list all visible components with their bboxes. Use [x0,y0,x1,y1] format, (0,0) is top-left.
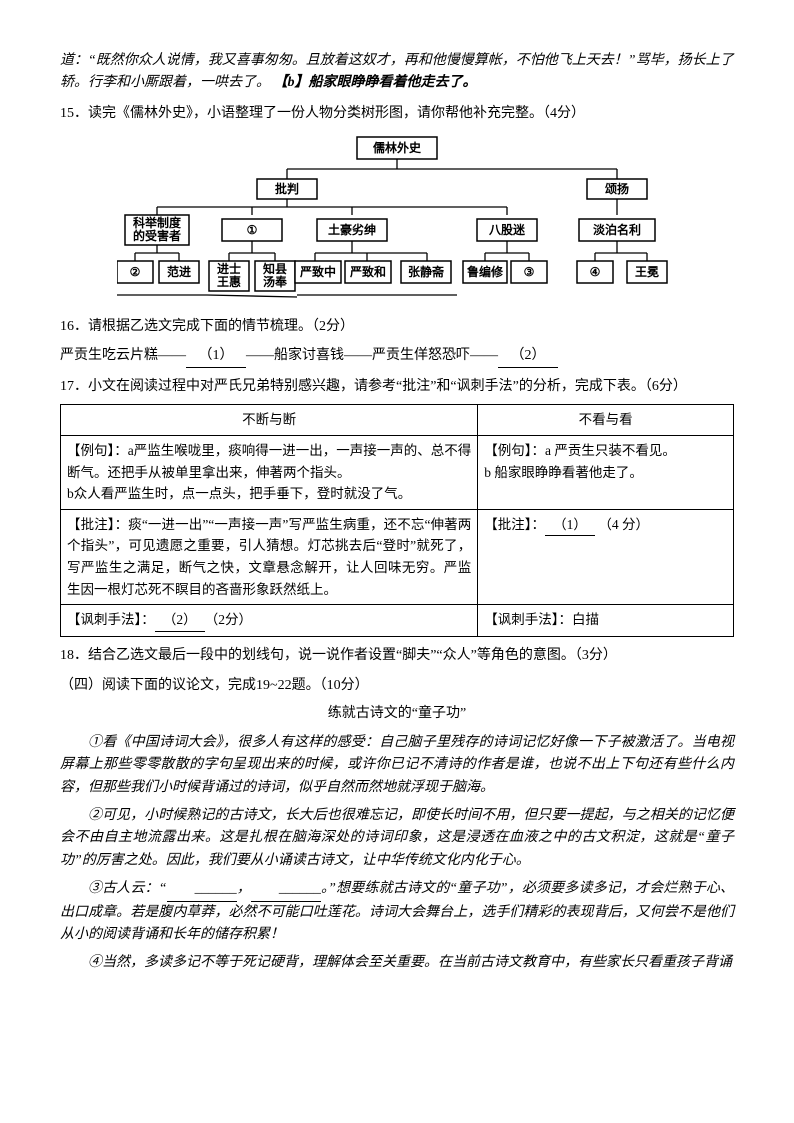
svg-text:②: ② [130,265,141,279]
svg-text:知县: 知县 [262,261,287,276]
q16-flow: 严贡生吃云片糕——（1）——船家讨喜钱——严贡生佯怒恐吓——（2） [60,345,734,368]
p3-mid: ， [237,881,251,896]
essay-p4: ④当然，多读多记不等于死记硬背，理解体会至关重要。在当前古诗文教育中，有些家长只… [60,952,734,974]
r3c1: 【讽刺手法】：（2）（2分） [61,605,478,637]
flow1: 严贡生吃云片糕—— [60,348,186,363]
r2c1: 【批注】：痰“一进一出”“一声接一声”写严监生病重，还不忘“伸著两个指头”，可见… [61,509,478,604]
r3c1-pre: 【讽刺手法】： [67,612,155,627]
r3c1-post: （2分） [205,612,252,627]
p3-pre: ③古人云：“ [88,881,167,896]
tree-diagram: 儒林外史 批判 颂扬 科举制度 的受害者 ① 土豪劣绅 八股迷 淡泊名利 [60,133,734,308]
r3c2: 【讽刺手法】：白描 [478,605,734,637]
q16-blank1[interactable]: （1） [186,345,246,368]
th-left: 不断与断 [61,405,478,436]
essay-p1: ①看《中国诗词大会》，很多人有这样的感受：自己脑子里残存的诗词记忆好像一下子被激… [60,732,734,799]
svg-text:王冕: 王冕 [635,265,659,279]
svg-text:土豪劣绅: 土豪劣绅 [328,222,376,237]
svg-text:科举制度: 科举制度 [133,215,182,230]
svg-text:张静斋: 张静斋 [408,264,445,279]
q15-text: 15．读完《儒林外史》，小语整理了一份人物分类树形图，请你帮他补充完整。（4分） [60,103,734,125]
r3c1-blank[interactable]: （2） [155,609,205,632]
r1c2: 【例句】：a 严贡生只装不看见。 b 船家眼睁睁看著他走了。 [478,435,734,509]
r2c2-post: （4 分） [598,517,649,532]
r1c1: 【例句】：a严监生喉咙里，痰响得一进一出，一声接一声的、总不得断气。还把手从被单… [61,435,478,509]
svg-text:③: ③ [524,265,535,279]
q18: 18．结合乙选文最后一段中的划线句，说一说作者设置“脚夫”“众人”等角色的意图。… [60,645,734,667]
svg-text:进士: 进士 [217,261,241,276]
q17-head: 17．小文在阅读过程中对严氏兄弟特别感兴趣，请参考“批注”和“讽刺手法”的分析，… [60,376,734,398]
svg-text:八股迷: 八股迷 [488,222,526,237]
q16-head: 16．请根据乙选文完成下面的情节梳理。（2分） [60,316,734,338]
bracket-b: 【b】船家眼睁睁看着他走去了。 [274,75,477,90]
flow2: ——船家讨喜钱——严贡生佯怒恐吓—— [246,348,498,363]
q16-blank2[interactable]: （2） [498,345,558,368]
p3-blank2[interactable]: ______ [251,878,321,901]
svg-text:批判: 批判 [275,181,299,196]
r2c2-blank[interactable]: （1） [545,514,595,537]
svg-text:的受害者: 的受害者 [133,228,181,243]
top-passage-line: 道：“既然你众人说情，我又喜事匆匆。且放着这奴才，再和他慢慢算帐，不怕他飞上天去… [60,50,734,95]
svg-text:淡泊名利: 淡泊名利 [593,222,641,237]
essay-p2: ②可见，小时候熟记的古诗文，长大后也很难忘记，即使长时间不用，但只要一提起，与之… [60,805,734,872]
svg-text:④: ④ [590,265,601,279]
q17-table: 不断与断 不看与看 【例句】：a严监生喉咙里，痰响得一进一出，一声接一声的、总不… [60,404,734,636]
svg-text:儒林外史: 儒林外史 [373,140,422,155]
svg-text:鲁编修: 鲁编修 [466,264,504,279]
svg-text:严致和: 严致和 [349,264,386,279]
p3-blank1[interactable]: ______ [167,878,237,901]
th-right: 不看与看 [478,405,734,436]
svg-text:①: ① [247,223,258,237]
svg-text:颂扬: 颂扬 [605,181,629,196]
svg-text:严致中: 严致中 [299,264,336,279]
section4-head: （四）阅读下面的议论文，完成19~22题。（10分） [60,675,734,697]
svg-text:王惠: 王惠 [217,274,241,289]
essay-p3: ③古人云：“______，______。”想要练就古诗文的“童子功”，必须要多读… [60,878,734,946]
svg-text:汤奉: 汤奉 [263,274,288,289]
r2c2: 【批注】：（1） （4 分） [478,509,734,604]
r2c2-pre: 【批注】： [484,517,545,532]
essay-title: 练就古诗文的“童子功” [60,703,734,725]
svg-text:范进: 范进 [167,264,191,279]
